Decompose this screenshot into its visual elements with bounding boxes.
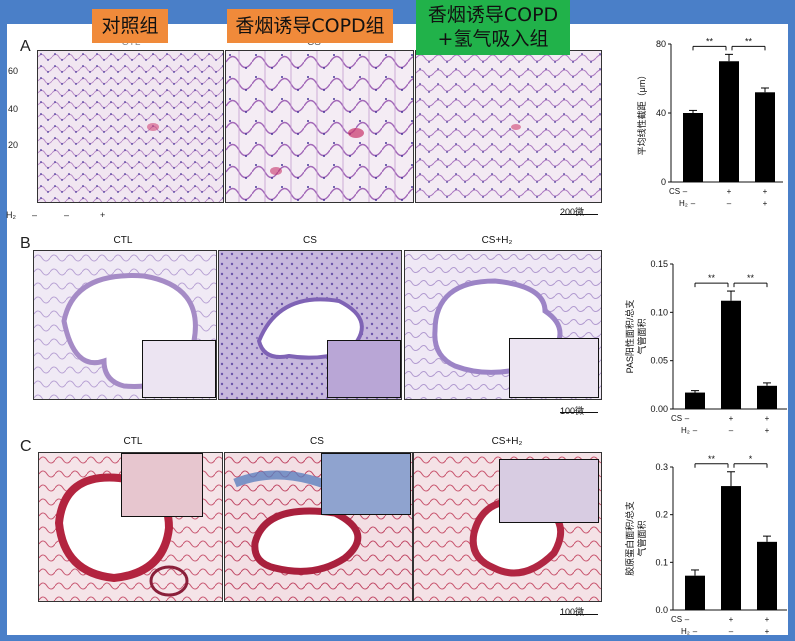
panel-b-scale-label: 100微 <box>560 406 585 416</box>
panel-b-cs-inset <box>327 340 401 398</box>
y-tick-label: 40 <box>656 108 666 118</box>
bar-2 <box>719 61 739 182</box>
bar-1 <box>685 575 705 610</box>
h2-row-label: H₂ <box>679 199 688 208</box>
panel-a-letter: A <box>20 38 31 55</box>
bar-3 <box>755 92 775 182</box>
h2-row-value: + <box>765 426 770 435</box>
y-tick-label: 0.2 <box>655 510 668 520</box>
h2-row-label: H₂ <box>681 627 690 635</box>
cs-row-value: + <box>727 187 732 196</box>
panel-a-scale-label: 200微 <box>560 207 585 217</box>
y-tick-60: 60 <box>8 66 19 76</box>
y-axis-label-line1: 胶原蛋白面积/总支 <box>624 501 635 576</box>
y-axis-label: 平均线性截距（μm） <box>636 71 647 156</box>
panel-b-ctl-inset <box>142 340 216 398</box>
significance-label: ** <box>745 36 753 46</box>
cs-row-value: + <box>763 187 768 196</box>
panel-b-csh2-micrograph <box>404 250 602 400</box>
significance-label: ** <box>708 454 716 464</box>
panel-a-scalebar <box>560 214 598 215</box>
copd-h2-group-tag: 香烟诱导COPD +氢气吸入组 <box>416 0 570 55</box>
panel-c-letter: C <box>20 438 32 455</box>
y-tick-label: 0.0 <box>655 605 668 615</box>
panel-a-cs-micrograph <box>225 50 414 203</box>
h2-row-value: – <box>729 627 734 635</box>
cs-row-value: + <box>729 615 734 624</box>
panel-c-title-cs: CS <box>310 436 324 447</box>
bar-1 <box>685 392 705 409</box>
y-tick-label: 0.1 <box>655 557 668 567</box>
panel-c-csh2-inset <box>499 459 599 523</box>
bar-2 <box>721 300 741 409</box>
panel-c-cs-inset <box>321 453 411 515</box>
panel-c-title-csh2: CS+H₂ <box>491 436 523 447</box>
bar-3 <box>757 385 777 409</box>
copd-h2-tag-line1: 香烟诱导COPD <box>427 4 559 26</box>
y-tick-20: 20 <box>8 140 19 150</box>
cs-row-value: – <box>685 615 690 624</box>
y-axis-label-line2: 气管面积 <box>636 520 647 556</box>
y-tick-label: 80 <box>656 39 666 49</box>
y-tick-40: 40 <box>8 104 19 114</box>
cs-row-label: CS <box>671 414 682 423</box>
panel-c-scalebar <box>560 614 598 615</box>
panel-c-cs-micrograph <box>224 452 413 602</box>
cs-row-value: + <box>765 615 770 624</box>
panel-b-letter: B <box>20 235 31 252</box>
h2-row-value: – <box>729 426 734 435</box>
h2-row-value: – <box>693 426 698 435</box>
significance-label: ** <box>747 273 755 283</box>
y-tick-label: 0.00 <box>650 404 668 414</box>
copd-h2-tag-line2: +氢气吸入组 <box>437 28 549 50</box>
y-tick-label: 0 <box>661 177 666 187</box>
y-tick-label: 0.05 <box>650 356 668 366</box>
y-tick-label: 0.15 <box>650 259 668 269</box>
significance-label: ** <box>706 36 714 46</box>
cs-row-value: + <box>765 414 770 423</box>
h2-row-value: – <box>693 627 698 635</box>
figure-canvas: A 60 40 20 CTL CS <box>6 24 788 635</box>
copd-group-tag: 香烟诱导COPD组 <box>227 9 393 43</box>
bar-1 <box>683 113 703 182</box>
panel-b-scalebar <box>560 412 598 413</box>
cs-row-value: – <box>683 187 688 196</box>
cs-row-label: CS <box>669 187 680 196</box>
cs-row-value: – <box>685 414 690 423</box>
panel-c-title-ctl: CTL <box>123 436 143 447</box>
y-tick-label: 0.10 <box>650 307 668 317</box>
panel-c-ctl-inset <box>121 453 203 517</box>
panel-a-h2-ctl: – <box>32 210 38 220</box>
panel-a-ctl-micrograph <box>37 50 224 203</box>
h2-row-label: H₂ <box>681 426 690 435</box>
y-axis-label-line2: 气管面积 <box>636 318 647 354</box>
bar-3 <box>757 541 777 610</box>
significance-label: ** <box>708 273 716 283</box>
panel-b-csh2-inset <box>509 338 599 398</box>
y-tick-label: 0.3 <box>655 462 668 472</box>
panel-b-title-csh2: CS+H₂ <box>481 235 513 246</box>
cs-row-label: CS <box>671 615 682 624</box>
panel-b-title-cs: CS <box>303 235 317 246</box>
control-group-tag: 对照组 <box>92 9 168 43</box>
cs-row-value: + <box>729 414 734 423</box>
h2-row-value: – <box>691 199 696 208</box>
panel-a-h2-cs: – <box>64 210 70 220</box>
panel-c-scale-label: 100微 <box>560 607 585 617</box>
significance-label: * <box>749 454 753 464</box>
bar-2 <box>721 486 741 610</box>
y-axis-label-line1: PAS阳性面积/总支 <box>624 300 635 374</box>
panel-a-h2-csh2: + <box>100 210 106 220</box>
h2-row-value: + <box>765 627 770 635</box>
h2-row-value: – <box>727 199 732 208</box>
panel-a-csh2-micrograph <box>415 50 602 203</box>
h2-row-value: + <box>763 199 768 208</box>
panel-b-title-ctl: CTL <box>113 235 133 246</box>
panel-a-h2-label: H₂ <box>6 210 16 220</box>
